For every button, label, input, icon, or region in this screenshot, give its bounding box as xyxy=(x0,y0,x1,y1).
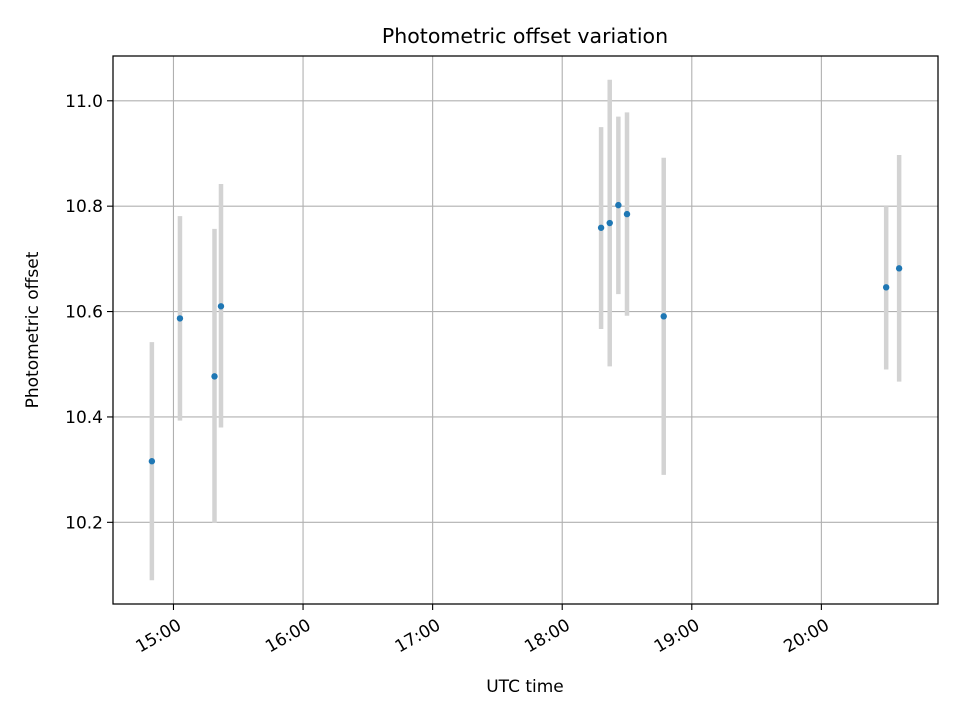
y-tick-label: 10.2 xyxy=(65,513,103,533)
data-point xyxy=(623,210,631,218)
data-point xyxy=(211,373,218,380)
x-axis-label: UTC time xyxy=(486,677,564,697)
data-point xyxy=(597,224,605,231)
data-point xyxy=(148,458,156,465)
chart-title: Photometric offset variation xyxy=(382,24,668,48)
plot-frame xyxy=(112,55,939,605)
data-point xyxy=(606,219,613,227)
y-tick-label: 10.8 xyxy=(65,197,103,217)
data-point xyxy=(176,315,184,322)
y-tick-label: 10.4 xyxy=(65,408,103,428)
data-point xyxy=(660,313,667,320)
data-point xyxy=(615,201,622,209)
y-tick-label: 10.6 xyxy=(65,303,103,323)
data-point xyxy=(217,303,225,310)
grid xyxy=(113,56,938,604)
y-axis-label: Photometric offset xyxy=(23,251,43,408)
y-tick-label: 11.0 xyxy=(65,92,103,112)
data-point xyxy=(882,284,890,291)
data-point xyxy=(895,265,903,272)
data-points xyxy=(148,201,903,465)
